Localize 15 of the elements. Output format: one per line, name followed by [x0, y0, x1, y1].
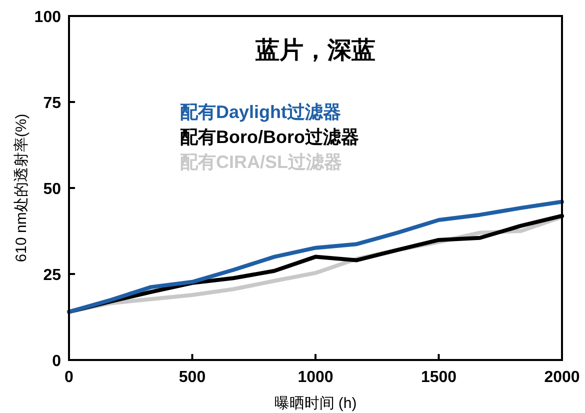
x-tick-label: 2000	[544, 369, 580, 386]
y-tick-label: 50	[43, 181, 62, 198]
x-tick-label: 0	[64, 369, 74, 386]
text: 蓝片，深蓝	[254, 37, 376, 64]
y-tick-label: 25	[43, 267, 62, 284]
text: 配有Daylight过滤器	[180, 102, 342, 122]
x-axis-title: 曝晒时间 (h)	[274, 395, 357, 412]
x-tick-label: 1500	[420, 369, 457, 386]
text: 配有Boro/Boro过滤器	[180, 127, 359, 147]
x-tick-label: 1000	[298, 369, 334, 386]
x-tick-label: 500	[178, 369, 206, 386]
y-tick-label: 100	[34, 9, 62, 26]
y-tick-label: 0	[52, 353, 62, 370]
y-tick-label: 75	[43, 95, 62, 112]
y-axis-title: 610 nm处的透射率(%)	[13, 114, 30, 262]
